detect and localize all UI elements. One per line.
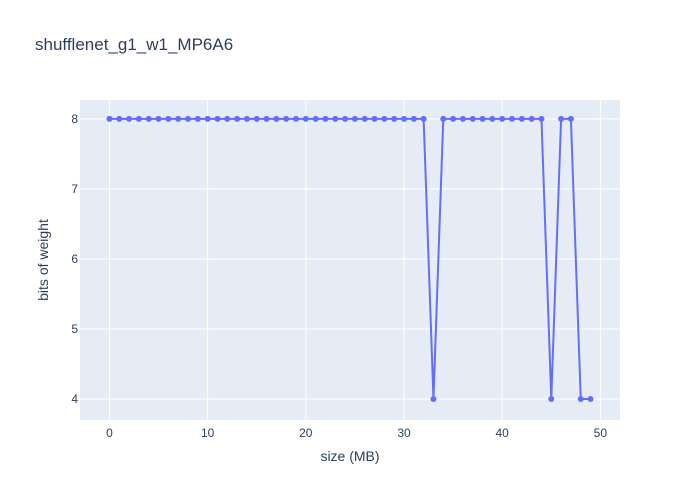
data-point — [361, 115, 368, 122]
data-point — [342, 115, 349, 122]
data-point — [391, 115, 398, 122]
x-tick-label: 40 — [496, 426, 510, 440]
data-point — [332, 115, 339, 122]
data-point — [440, 115, 447, 122]
x-tick-label: 0 — [106, 426, 113, 440]
data-point — [302, 115, 309, 122]
data-point — [165, 115, 172, 122]
x-tick-label: 10 — [201, 426, 215, 440]
data-point — [214, 115, 221, 122]
data-point — [351, 115, 358, 122]
x-axis-label: size (MB) — [320, 448, 379, 464]
x-tick-label: 20 — [299, 426, 313, 440]
y-tick-label: 8 — [71, 112, 78, 126]
data-point — [538, 115, 545, 122]
data-series — [106, 115, 594, 402]
data-point — [175, 115, 182, 122]
data-point — [469, 115, 476, 122]
data-point — [116, 115, 123, 122]
data-point — [489, 115, 496, 122]
data-point — [293, 115, 299, 122]
data-point — [126, 115, 133, 122]
data-point — [548, 395, 555, 402]
x-tick-label: 30 — [397, 426, 411, 440]
data-point — [528, 115, 535, 122]
data-point — [558, 115, 565, 122]
data-point — [381, 115, 388, 122]
data-point — [204, 115, 211, 122]
data-point — [155, 115, 162, 122]
data-point — [224, 115, 231, 122]
plot-area — [80, 100, 620, 420]
data-point — [273, 115, 280, 122]
chart-title: shufflenet_g1_w1_MP6A6 — [35, 35, 233, 54]
data-point — [577, 395, 584, 402]
data-point — [194, 115, 201, 122]
data-point — [253, 115, 260, 122]
y-tick-label: 4 — [71, 392, 78, 406]
y-axis-label: bits of weight — [35, 219, 51, 301]
data-point — [479, 115, 486, 122]
x-tick-label: 50 — [594, 426, 608, 440]
y-tick-label: 6 — [71, 252, 78, 266]
data-point — [135, 115, 142, 122]
y-tick-label: 7 — [71, 182, 78, 196]
data-point — [234, 115, 241, 122]
data-point — [567, 115, 574, 122]
data-point — [450, 115, 457, 122]
data-point — [587, 395, 594, 402]
data-point — [145, 115, 152, 122]
data-point — [509, 115, 515, 122]
data-point — [283, 115, 290, 122]
data-point — [322, 115, 329, 122]
data-point — [371, 115, 378, 122]
data-point — [243, 115, 250, 122]
data-point — [106, 115, 113, 122]
data-point — [401, 115, 407, 122]
data-point — [459, 115, 466, 122]
y-tick-label: 5 — [71, 322, 78, 336]
data-point — [410, 115, 417, 122]
data-point — [430, 395, 437, 402]
data-point — [420, 115, 427, 122]
data-point — [263, 115, 270, 122]
tick-labels: 0 10 20 30 40 50 4 5 6 7 8 — [71, 112, 607, 440]
data-point — [312, 115, 319, 122]
data-point — [518, 115, 525, 122]
data-point — [185, 115, 191, 122]
data-point — [499, 115, 506, 122]
